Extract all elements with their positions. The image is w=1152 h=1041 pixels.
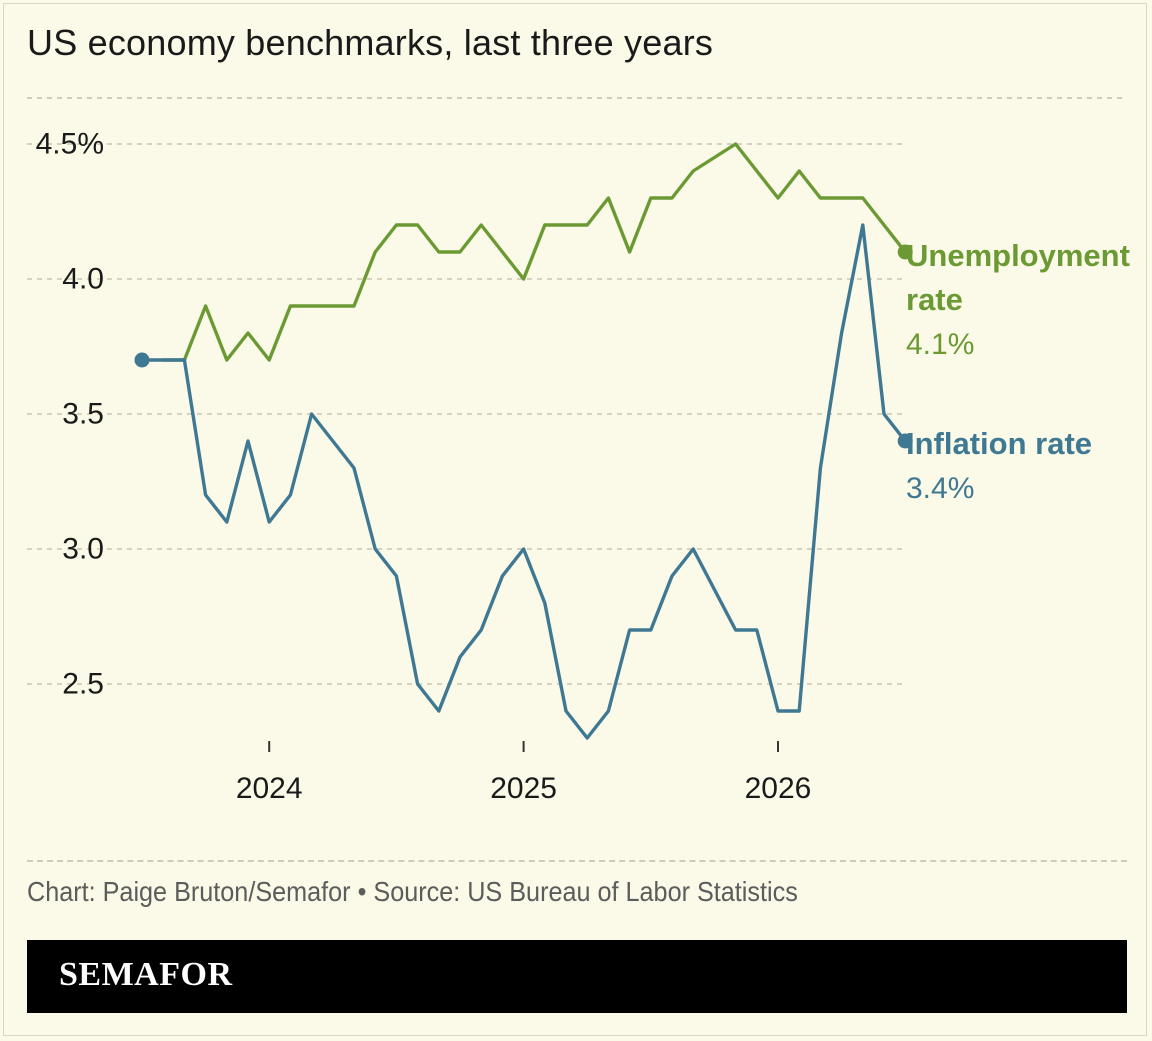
x-tick-label: 2026 [745, 772, 812, 805]
y-tick-label: 3.0 [62, 533, 104, 566]
inflation-end-dot [897, 433, 913, 449]
chart-title: US economy benchmarks, last three years [27, 22, 714, 63]
inflation-value-label: 3.4% [906, 472, 974, 505]
y-tick-label: 3.5 [62, 398, 104, 431]
inflation-series-label: Inflation rate [906, 426, 1092, 461]
unemployment-value-label: 4.1% [906, 328, 974, 361]
unemployment-line [161, 142, 907, 362]
brand-bar: SEMAFOR [27, 940, 1127, 1013]
y-tick-label: 4.0 [62, 263, 104, 296]
y-tick-label: 4.5% [36, 128, 104, 161]
line-chart: 4.5% 4.0 3.5 3.0 2.5 2024 2025 2026 Unemployment… [27, 97, 1130, 805]
brand-logo: SEMAFOR [59, 956, 233, 993]
unemployment-series-label: Unemployment [906, 238, 1130, 273]
x-tick-label: 2025 [490, 772, 557, 805]
y-tick-label: 2.5 [62, 668, 104, 701]
inflation-line [140, 223, 907, 740]
unemployment-series-label: rate [906, 282, 963, 317]
inflation-start-dot [134, 352, 150, 368]
footer-divider [27, 860, 1127, 862]
x-tick-label: 2024 [236, 772, 303, 805]
chart-frame [3, 3, 1147, 1036]
unemployment-end-dot [897, 244, 913, 260]
source-credit: Chart: Paige Bruton/Semafor • Source: US… [27, 876, 798, 907]
